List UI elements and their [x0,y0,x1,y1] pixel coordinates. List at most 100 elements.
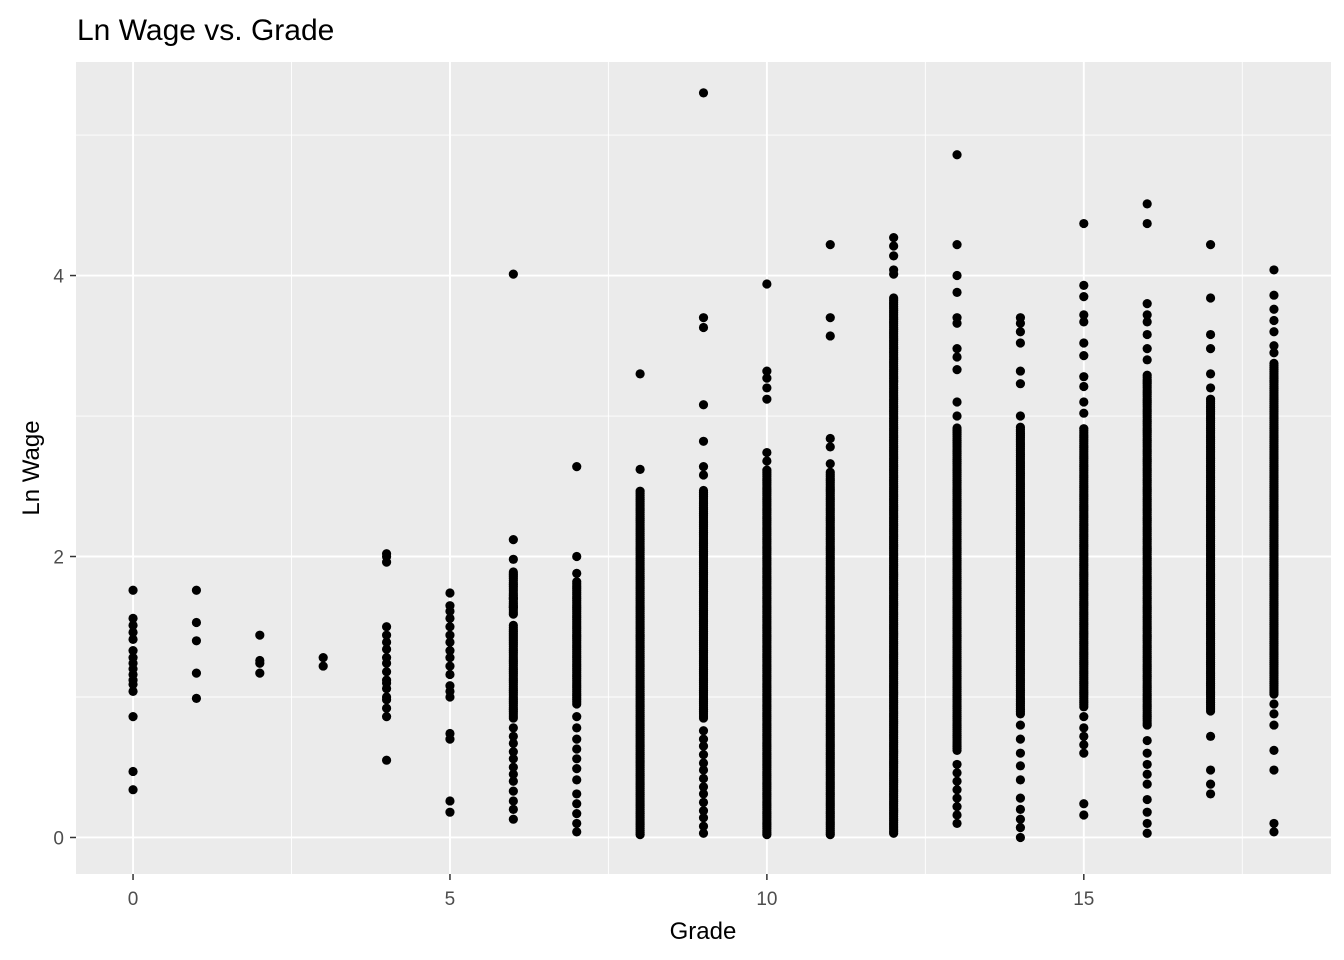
data-point [255,668,265,678]
data-point [1205,293,1216,303]
data-point [572,577,582,587]
data-point [762,394,772,404]
data-point [508,762,518,772]
data-point [381,630,392,640]
data-point [635,486,645,496]
data-point [825,331,835,341]
grade-column-8 [635,369,645,840]
data-point [889,293,899,303]
data-point [762,279,772,289]
data-point [1269,745,1279,755]
data-point [318,661,328,671]
data-point [1205,383,1216,393]
data-point [698,758,709,768]
data-point [1142,735,1152,746]
data-point [762,447,772,458]
data-point [572,744,582,754]
x-axis-title: Grade [670,918,737,945]
data-point [1269,358,1279,368]
data-point [1079,292,1089,302]
data-point [1142,807,1152,817]
data-point [445,681,455,691]
data-point [572,827,582,837]
data-point [1079,424,1089,434]
data-point [952,768,962,778]
data-point [1079,740,1089,750]
data-point [698,322,709,333]
grade-column-16 [1142,199,1152,838]
data-point [1142,759,1152,770]
y-tick-label: 4 [53,267,64,288]
data-point [508,535,518,545]
grade-column-17 [1205,240,1216,799]
data-point [1015,793,1026,803]
data-point [445,588,455,598]
data-point [825,459,835,469]
data-point [191,668,202,678]
grade-column-4 [381,549,392,765]
data-point [1015,411,1026,421]
data-point [572,568,582,578]
data-point [952,352,962,362]
data-point [508,804,518,814]
data-point [572,723,582,733]
data-point [1205,343,1216,354]
data-point [508,796,518,806]
data-point [698,806,709,816]
data-point [698,436,709,446]
data-point [572,775,582,785]
y-axis: 0 2 4 [53,267,76,849]
data-point [508,769,518,779]
y-tick-label: 2 [53,548,64,569]
data-point [698,313,709,323]
data-point [889,241,899,251]
data-point [128,620,138,630]
data-point [572,764,582,774]
data-point [445,613,455,623]
data-point [445,669,455,680]
data-point [698,741,709,751]
data-point [445,646,455,656]
data-point [381,675,392,685]
data-point [825,442,835,452]
data-point [128,585,138,595]
data-point [952,801,962,812]
data-point [508,594,518,604]
data-point [445,796,455,806]
data-point [1269,327,1279,337]
data-point [1142,343,1152,354]
data-point [1015,422,1026,432]
data-point [698,88,709,98]
data-point [445,653,455,663]
data-point [1079,723,1089,733]
data-point [572,461,582,472]
data-point [508,814,518,824]
data-point [1015,720,1026,730]
data-point [445,728,455,739]
data-point [1205,240,1216,250]
data-point [1015,823,1026,833]
data-point [952,759,962,770]
data-point [381,692,392,702]
data-point [1015,814,1026,824]
data-point [762,383,772,393]
data-point [1205,765,1216,775]
x-tick-label: 10 [756,889,777,910]
data-point [952,776,962,786]
data-point [1269,709,1279,719]
data-point [1142,370,1152,380]
data-point [952,397,962,407]
data-point [1269,304,1279,314]
data-point [952,785,962,795]
data-point [1142,317,1152,327]
grade-column-10 [762,279,772,840]
data-point [635,369,645,379]
data-point [572,754,582,764]
grade-column-3 [318,653,328,671]
data-point [191,617,202,628]
data-point [952,150,962,160]
data-point [1079,218,1089,229]
data-point [1015,748,1026,758]
data-point [698,773,709,784]
